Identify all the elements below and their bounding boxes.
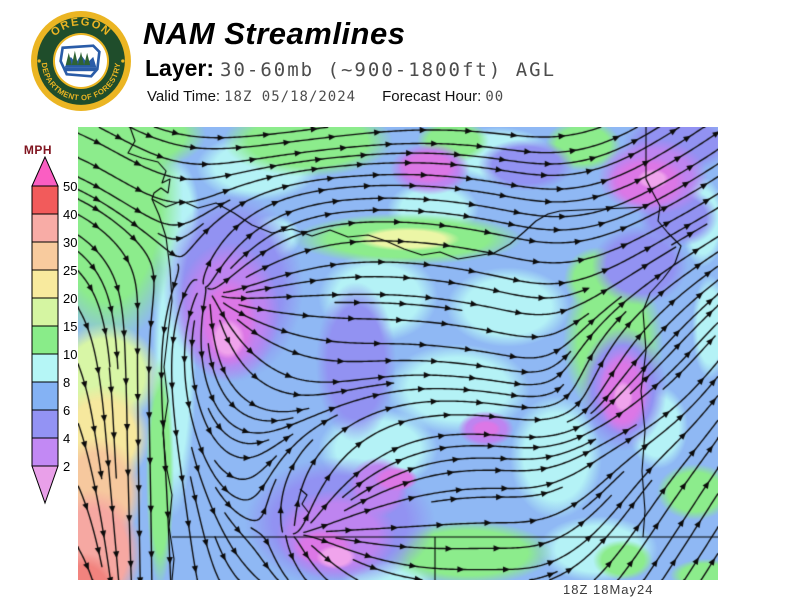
valid-time-value: 18Z 05/18/2024 [224, 89, 357, 105]
forecast-hour-label: Forecast Hour: [382, 88, 482, 105]
model-run-stamp: 18Z 18May24 [563, 582, 654, 597]
legend-band [31, 437, 59, 467]
wind-speed-legend: 50 40 30 25 20 15 10 8 6 4 2 [31, 156, 77, 505]
logo-star-right [121, 59, 125, 63]
legend-tick-label: 15 [63, 319, 77, 334]
legend-tick-label: 40 [63, 207, 77, 222]
legend-title: MPH [23, 143, 53, 157]
legend-tick-label: 30 [63, 235, 77, 250]
valid-time-label: Valid Time: [147, 88, 221, 105]
page-title: NAM Streamlines [143, 16, 406, 51]
layer-label: Layer: [145, 55, 215, 81]
map-area [78, 127, 718, 580]
legend-tick-label: 6 [63, 403, 70, 418]
legend-tick-label: 10 [63, 347, 77, 362]
legend-band [31, 409, 59, 439]
odf-logo: OREGON DEPARTMENT OF FORESTRY [31, 11, 131, 111]
logo-oregon-emblem [59, 44, 101, 78]
legend-band [31, 269, 59, 299]
layer-row: Layer: 30-60mb (~900-1800ft) AGL [145, 55, 556, 82]
legend-tick-label: 25 [63, 263, 77, 278]
legend-band [31, 241, 59, 271]
valid-time-row: Valid Time: 18Z 05/18/2024 Forecast Hour: 0… [147, 88, 504, 105]
logo-star-left [37, 59, 41, 63]
forecast-hour-value: 00 [485, 89, 505, 105]
legend-tick-label: 50 [63, 179, 77, 194]
legend-band [31, 325, 59, 355]
streamline-map-canvas [78, 127, 718, 580]
legend-over-max-cap [31, 156, 59, 187]
legend-band [31, 353, 59, 383]
legend-band [31, 297, 59, 327]
legend-tick-label: 4 [63, 431, 70, 446]
legend-tick-label: 8 [63, 375, 70, 390]
legend-band [31, 381, 59, 411]
legend-tick-label: 20 [63, 291, 77, 306]
legend-tick-label: 2 [63, 459, 70, 474]
legend-under-min-cap [31, 465, 59, 505]
legend-band [31, 185, 59, 215]
layer-value: 30-60mb (~900-1800ft) AGL [220, 59, 557, 81]
legend-band [31, 213, 59, 243]
